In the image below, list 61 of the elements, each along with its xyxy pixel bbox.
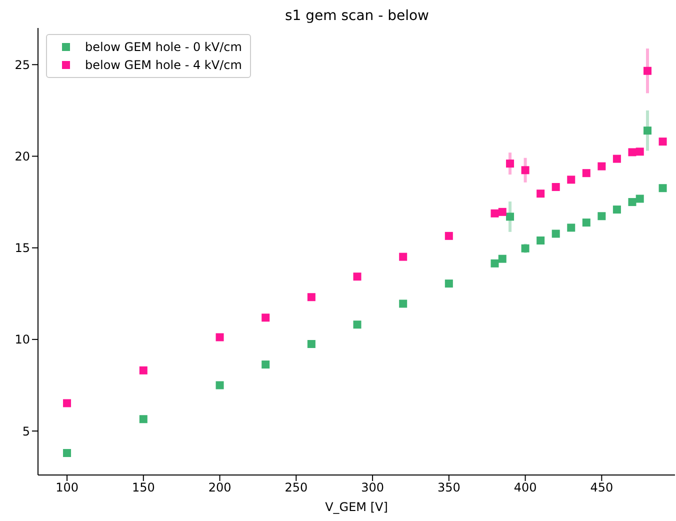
x-axis-title: V_GEM [V] xyxy=(325,500,388,514)
point xyxy=(444,280,453,288)
point xyxy=(353,272,362,281)
point xyxy=(536,190,545,198)
point xyxy=(536,236,545,245)
point xyxy=(506,160,514,168)
x-tick-label: 250 xyxy=(284,480,308,495)
y-tick-label: 25 xyxy=(14,58,30,72)
point xyxy=(139,366,148,374)
point xyxy=(399,300,408,308)
y-tick-label: 5 xyxy=(22,424,30,438)
point xyxy=(644,126,652,135)
point xyxy=(628,148,636,156)
chart-title: s1 gem scan - below xyxy=(284,8,430,26)
x-tick-label: 300 xyxy=(361,480,384,495)
point xyxy=(399,252,408,261)
point xyxy=(216,381,224,390)
point xyxy=(262,314,270,322)
point xyxy=(506,212,514,221)
point xyxy=(636,148,644,156)
point xyxy=(658,138,667,146)
legend-label: below GEM hole - 0 kV/cm xyxy=(85,39,242,56)
point xyxy=(567,176,576,184)
x-tick-label: 100 xyxy=(56,480,78,495)
point xyxy=(628,198,636,206)
point xyxy=(521,166,530,174)
x-tick-label: 150 xyxy=(132,480,155,495)
point xyxy=(658,184,667,192)
point xyxy=(498,254,506,263)
point xyxy=(598,212,606,220)
y-tick-label: 15 xyxy=(14,241,30,256)
point xyxy=(444,232,453,240)
point xyxy=(636,194,644,203)
point xyxy=(139,415,148,424)
point xyxy=(63,449,72,458)
point xyxy=(598,162,606,170)
point xyxy=(262,360,270,369)
point xyxy=(521,244,530,252)
point xyxy=(490,259,499,268)
point xyxy=(582,218,590,227)
x-tick-label: 200 xyxy=(208,480,232,495)
y-tick-label: 10 xyxy=(14,332,30,347)
point xyxy=(216,333,224,342)
point xyxy=(353,320,362,329)
point xyxy=(307,293,316,302)
point xyxy=(644,66,652,75)
y-tick-label: 20 xyxy=(14,150,30,164)
point xyxy=(612,154,621,163)
point xyxy=(567,224,576,232)
x-tick-label: 350 xyxy=(437,480,460,495)
point xyxy=(307,340,316,348)
point xyxy=(490,209,499,218)
legend-label: below GEM hole - 4 kV/cm xyxy=(85,57,242,74)
point xyxy=(552,183,560,192)
x-tick-label: 400 xyxy=(514,480,537,495)
point xyxy=(498,208,506,216)
x-tick-label: 450 xyxy=(590,480,614,495)
point xyxy=(63,399,72,408)
point xyxy=(612,206,621,214)
point xyxy=(552,230,560,238)
point xyxy=(582,169,590,178)
